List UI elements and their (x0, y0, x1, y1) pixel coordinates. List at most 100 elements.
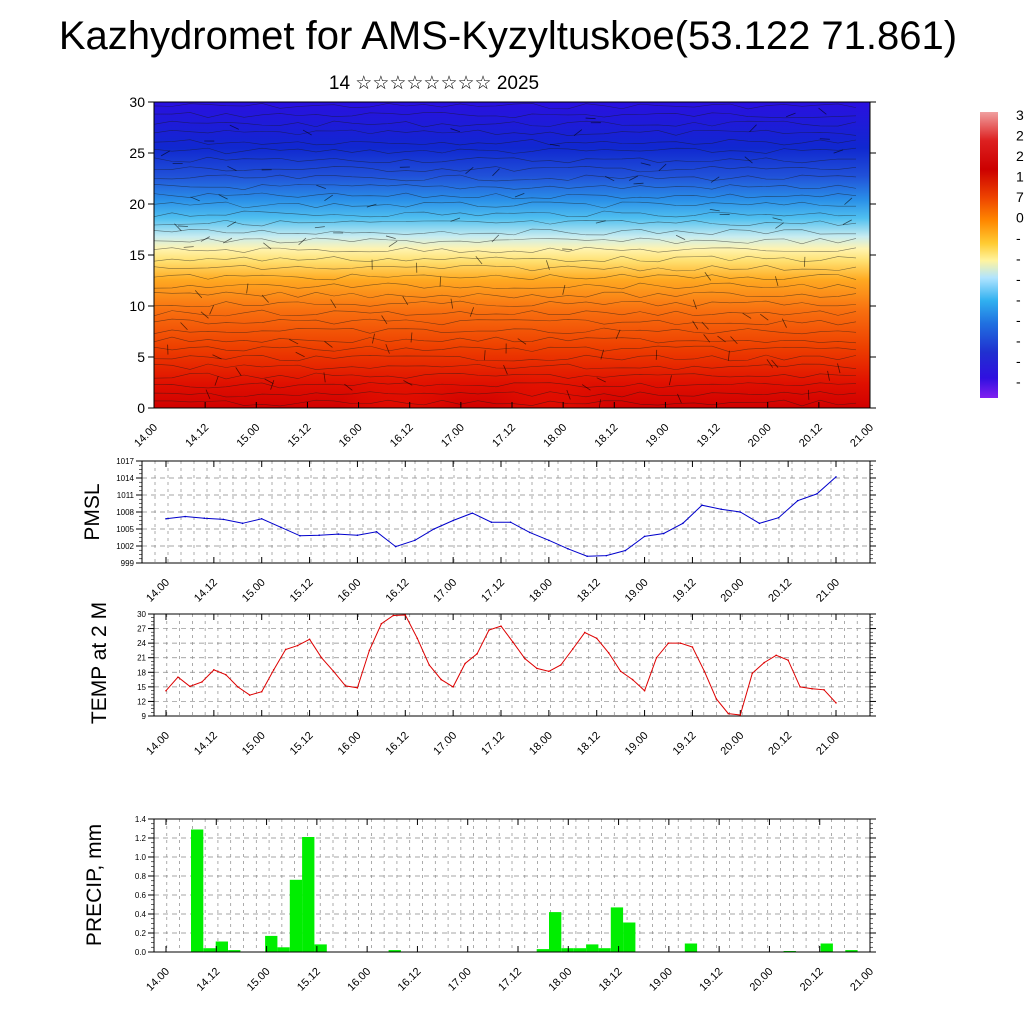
wind-barbs-layer (154, 102, 857, 408)
wind-barb (837, 363, 841, 374)
x-tick-label: 17.12 (479, 730, 507, 758)
precip-bar (191, 829, 204, 953)
pmsl-line-point (490, 521, 493, 523)
cross-section-x-axis: 14.00 14.12 15.00 15.12 16.00 16.12 17.00 17.12… (132, 402, 876, 450)
precip-bar (203, 948, 216, 952)
pmsl-line-point (682, 522, 684, 525)
wind-barb (381, 315, 388, 325)
temp-line-point (284, 648, 287, 651)
pmsl-line-point (165, 518, 167, 520)
precip-y-label: PRECIP, mm (83, 824, 106, 946)
y-tick-label: 1005 (116, 525, 134, 534)
x-tick-label: 14.12 (194, 966, 222, 994)
x-tick-label: 20.00 (748, 966, 776, 994)
wind-barb (562, 284, 566, 295)
wind-streamline (154, 282, 857, 290)
wind-barb (786, 112, 796, 118)
precip-axes: 0.0 0.2 0.4 0.6 0.8 1.0 1.2 1.4 14.00 14.12 15.00 1… (135, 815, 876, 994)
temp-line-point (344, 685, 347, 687)
temp-line-point (236, 686, 239, 688)
pmsl-line-point (280, 526, 282, 529)
temp-line-point (213, 669, 215, 671)
x-tick-label: 17.12 (496, 966, 524, 994)
wind-barb (403, 380, 413, 386)
pmsl-y-label: PMSL (81, 483, 104, 540)
wind-barb (330, 299, 337, 309)
temp-line-point (811, 688, 813, 690)
pmsl-line-point (509, 521, 512, 523)
x-tick-label: 15.12 (288, 730, 316, 758)
pmsl-line-point (375, 531, 378, 533)
wind-barb (223, 237, 233, 244)
wind-streamline (154, 184, 857, 190)
y-tick-label: 0.8 (135, 872, 147, 881)
wind-barb (585, 117, 596, 120)
temp-line-point (667, 642, 670, 644)
colorbar-label: - (1016, 312, 1021, 328)
wind-barb (316, 184, 326, 189)
precip-panel: 0.0 0.2 0.4 0.6 0.8 1.0 1.2 1.4 14.00 14.12 15.00 1… (83, 815, 876, 994)
pmsl-line-point (471, 512, 474, 514)
y-tick-label: 25 (129, 145, 145, 161)
wind-barb (692, 299, 697, 310)
wind-barb (633, 182, 644, 185)
temp-line-point (823, 688, 825, 691)
x-tick-label: 16.00 (336, 730, 364, 758)
colorbar-label: - (1016, 353, 1021, 369)
wind-barb (324, 341, 333, 348)
x-tick-label: 15.00 (240, 730, 268, 758)
y-tick-label: 27 (137, 625, 146, 634)
temp-line-point (631, 678, 634, 681)
wind-barb (214, 376, 219, 386)
x-tick-label: 19.00 (623, 577, 651, 605)
temp-line-point (296, 644, 299, 647)
temp-line (165, 614, 837, 716)
pmsl-line-point (816, 493, 818, 495)
temp-line-point (763, 661, 766, 664)
x-tick-label: 16.00 (337, 422, 365, 450)
wind-barb (385, 344, 390, 354)
colorbar-label: 2 (1016, 128, 1024, 144)
x-tick-label: 21.00 (848, 422, 876, 450)
temp-line-point (524, 657, 526, 660)
x-tick-label: 16.00 (336, 577, 364, 605)
wind-barb (371, 333, 375, 344)
precip-bar (215, 941, 228, 952)
temp-line-point (751, 672, 754, 675)
wind-barb (842, 219, 852, 225)
temp-line-point (607, 652, 610, 654)
wind-barb (605, 176, 615, 182)
pmsl-line-point (241, 522, 244, 525)
temp-line-point (225, 673, 227, 676)
pmsl-line-point (567, 548, 569, 550)
wind-streamline (154, 156, 857, 164)
wind-barb (227, 221, 237, 228)
precip-bar (277, 947, 290, 953)
x-tick-label: 17.00 (431, 577, 459, 605)
temp-line-point (248, 694, 251, 696)
wind-streamline (154, 363, 857, 371)
temp-panel: 9 12 15 18 21 24 27 30 14.00 14.12 15.00 15.12 16.00… (88, 602, 876, 758)
x-tick-label: 15.00 (240, 577, 268, 605)
precip-bar (561, 948, 574, 952)
wind-barb (366, 203, 377, 208)
wind-barb (212, 354, 222, 360)
wind-barb (209, 305, 214, 315)
precip-bar (536, 949, 549, 952)
x-tick-label: 18.12 (592, 422, 620, 450)
x-tick-label: 17.12 (479, 577, 507, 605)
wind-barb (261, 294, 269, 303)
x-tick-label: 20.12 (798, 966, 826, 994)
wind-barb (314, 226, 325, 229)
temp-line-point (691, 646, 694, 648)
colorbar-label: - (1016, 251, 1021, 267)
wind-barb (295, 351, 305, 358)
x-tick-label: 19.12 (695, 422, 723, 450)
x-tick-label: 15.00 (245, 966, 273, 994)
wind-barb (701, 321, 709, 330)
precip-bar (623, 922, 636, 952)
chart-subtitle: 14 ☆☆☆☆☆☆☆☆ 2025 (328, 73, 540, 94)
y-tick-label: 999 (121, 559, 135, 568)
pmsl-line-point (835, 476, 837, 478)
wind-barb (469, 307, 474, 317)
